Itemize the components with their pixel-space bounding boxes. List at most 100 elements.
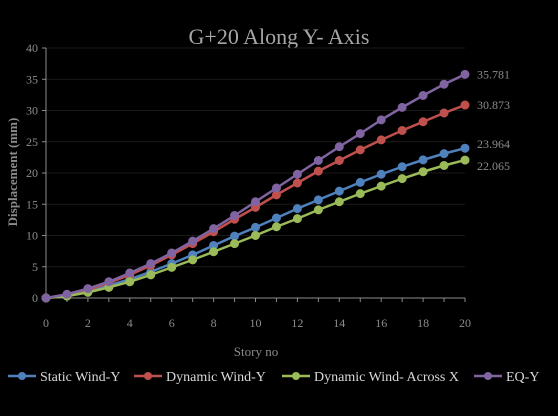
data-point [230, 239, 240, 249]
data-point [83, 284, 93, 294]
data-point [271, 183, 281, 193]
data-point [125, 277, 135, 287]
data-point [167, 262, 177, 272]
legend-label: EQ-Y [506, 370, 539, 385]
end-data-label: 23.964 [477, 137, 510, 151]
x-tick-label: 4 [127, 316, 133, 330]
legend-label: Static Wind-Y [40, 370, 120, 385]
data-point [418, 117, 428, 127]
axes: 0 5 10 15 20 25 30 35 40 0 2 4 6 8 10 12 14 16 18 20 [26, 41, 471, 330]
grid [46, 47, 465, 299]
data-point [355, 145, 365, 155]
data-point [146, 270, 156, 280]
data-point [251, 231, 260, 240]
data-point [418, 91, 428, 100]
end-data-label: 30.873 [477, 98, 510, 112]
x-tick-label: 0 [43, 316, 49, 330]
data-point [397, 174, 407, 184]
data-point [292, 204, 302, 214]
x-tick-label: 2 [85, 316, 91, 330]
data-point [292, 169, 302, 179]
data-point [271, 222, 281, 232]
y-axis-label: Displacement (mm) [5, 118, 20, 227]
data-point [460, 100, 470, 110]
series-eq-y [41, 69, 470, 303]
legend-label: Dynamic Wind- Across X [314, 370, 459, 385]
data-point [439, 79, 449, 89]
data-point [376, 169, 386, 179]
y-tick-label: 25 [26, 135, 38, 149]
legend-item: Dynamic Wind- Across X [282, 370, 459, 385]
data-point [397, 126, 407, 135]
data-point [62, 289, 72, 299]
data-point [439, 161, 449, 170]
y-tick-label: 0 [32, 291, 38, 305]
series-group [41, 69, 470, 303]
data-point [355, 129, 365, 139]
data-point [125, 268, 135, 278]
legend-item: EQ-Y [474, 370, 539, 385]
y-tick-label: 15 [26, 197, 38, 211]
data-point [355, 177, 365, 187]
x-tick-label: 20 [459, 316, 471, 330]
data-point [230, 231, 240, 241]
data-point [418, 155, 428, 165]
data-point [397, 162, 407, 172]
y-tick-label: 40 [26, 41, 38, 55]
data-point [271, 213, 281, 223]
y-tick-label: 20 [26, 166, 38, 180]
data-point [188, 255, 198, 265]
data-point [292, 214, 302, 224]
y-tick-label: 30 [26, 104, 38, 118]
data-point [230, 211, 240, 220]
data-point [313, 205, 323, 215]
data-point [167, 248, 177, 258]
chart-title: G+20 Along Y- Axis [189, 24, 370, 49]
data-point [460, 155, 470, 165]
x-tick-label: 10 [250, 316, 262, 330]
data-point [209, 247, 219, 257]
x-tick-label: 6 [169, 316, 175, 330]
data-point [334, 156, 344, 165]
data-point [188, 236, 198, 246]
data-point [334, 197, 344, 207]
data-point [251, 222, 260, 232]
data-point [292, 178, 302, 188]
end-data-label: 22.065 [477, 159, 510, 173]
x-tick-label: 12 [291, 316, 303, 330]
x-tick-label: 8 [211, 316, 217, 330]
data-point [460, 69, 470, 79]
data-point [355, 189, 365, 199]
data-point [313, 195, 323, 205]
x-axis-label: Story no [234, 344, 278, 359]
data-point [397, 102, 407, 112]
data-point [251, 197, 260, 207]
data-point [418, 167, 428, 177]
y-tick-label: 10 [26, 229, 38, 243]
legend-marker [18, 372, 26, 380]
data-point [334, 186, 344, 196]
data-point [334, 142, 344, 152]
data-point [104, 277, 114, 287]
data-point [209, 224, 219, 234]
legend-marker [144, 372, 152, 380]
data-point [460, 143, 470, 153]
data-point [41, 293, 51, 303]
data-labels: 23.964 30.873 22.065 35.781 [477, 67, 510, 173]
legend-marker [292, 372, 300, 380]
y-tick-label: 35 [26, 72, 38, 86]
data-point [146, 259, 156, 269]
data-point [376, 181, 386, 191]
legend-label: Dynamic Wind-Y [166, 370, 266, 385]
end-data-label: 35.781 [477, 67, 510, 81]
legend-marker [484, 372, 492, 380]
data-point [376, 115, 386, 125]
x-tick-label: 16 [375, 316, 387, 330]
legend: Static Wind-Y Dynamic Wind-Y Dynamic Wind-… [8, 370, 539, 385]
x-tick-label: 18 [417, 316, 429, 330]
y-tick-label: 5 [32, 260, 38, 274]
data-point [439, 108, 449, 118]
data-point [313, 156, 323, 165]
